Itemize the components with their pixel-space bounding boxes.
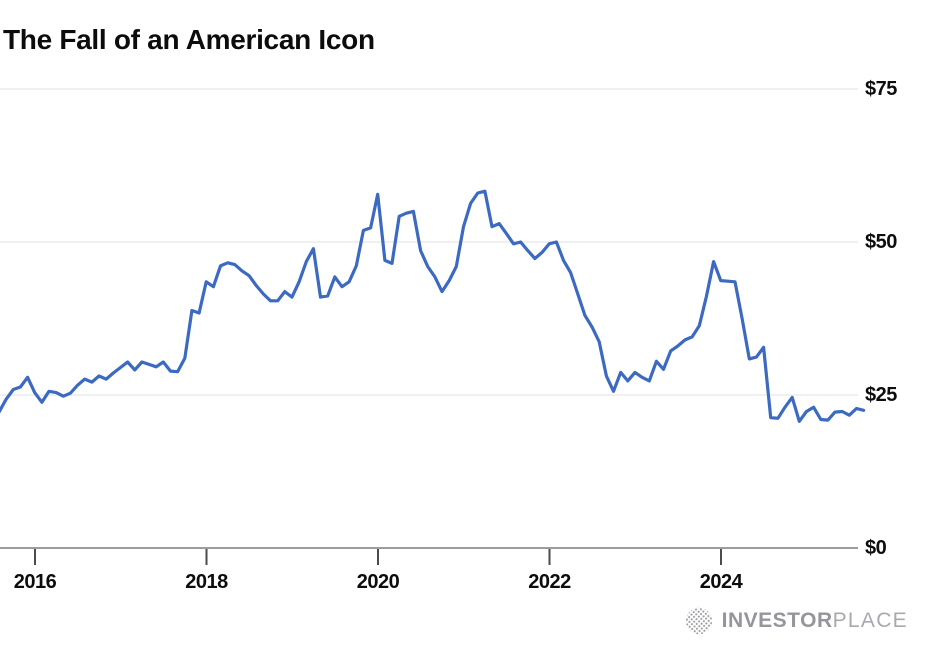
y-axis-label-0: $0: [865, 537, 887, 559]
price-line: [0, 189, 866, 423]
dotted-globe-icon: [685, 607, 712, 635]
x-axis-label-2022: 2022: [528, 571, 571, 593]
chart-title: The Fall of an American Icon: [3, 24, 375, 55]
x-axis-label-2018: 2018: [185, 571, 228, 593]
logo-text-investor: INVESTOR: [721, 609, 833, 632]
x-axis-label-2024: 2024: [699, 571, 743, 593]
logo-text: INVESTORPLACE: [722, 604, 908, 638]
investorplace-logo: INVESTORPLACE: [684, 604, 908, 638]
y-axis-label-75: $75: [865, 78, 897, 100]
y-axis-label-25: $25: [865, 384, 897, 406]
logo-text-place: PLACE: [832, 609, 908, 632]
x-axis-label-2020: 2020: [356, 571, 400, 593]
x-axis-label-2016: 2016: [13, 571, 57, 593]
y-axis-label-50: $50: [865, 231, 897, 253]
